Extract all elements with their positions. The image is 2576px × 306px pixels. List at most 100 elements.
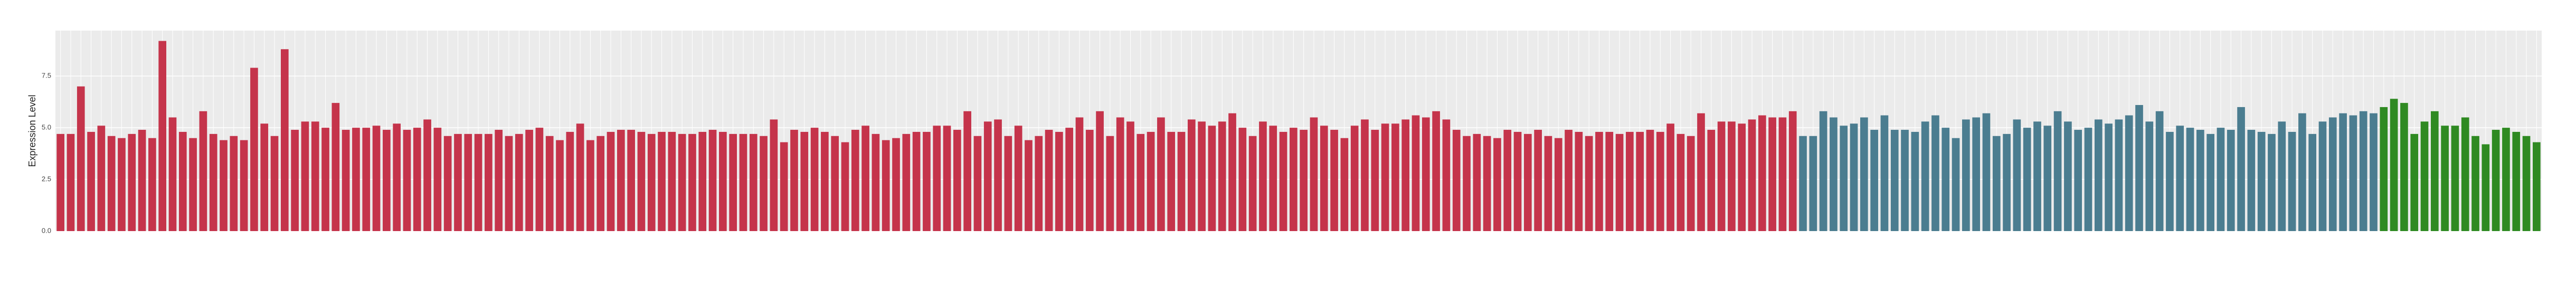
bar: [1340, 138, 1349, 231]
bar: [1758, 115, 1766, 231]
bar: [2257, 131, 2266, 231]
bar: [1544, 136, 1552, 231]
bar: [2420, 121, 2429, 231]
bar: [902, 133, 911, 231]
bar: [1218, 121, 1226, 231]
bar: [810, 128, 819, 231]
bar: [2288, 131, 2296, 231]
bar: [2380, 107, 2388, 231]
bar: [678, 133, 686, 231]
bar: [861, 126, 869, 231]
y-tick-label: 7.5: [42, 72, 51, 80]
bar: [1982, 113, 1991, 231]
bar: [1626, 131, 1634, 231]
bar: [454, 133, 462, 231]
bar: [1198, 121, 1206, 231]
bar: [627, 130, 635, 231]
bar: [1157, 117, 1165, 231]
bar: [1595, 131, 1603, 231]
bar: [1126, 121, 1134, 231]
bar: [2247, 130, 2256, 231]
bar: [332, 103, 340, 231]
bar: [97, 126, 106, 231]
bar: [780, 142, 788, 231]
bar: [1799, 136, 1807, 231]
bar: [1432, 111, 1440, 231]
bar: [2043, 126, 2052, 231]
bar: [596, 136, 605, 231]
bar: [199, 111, 207, 231]
bar: [912, 131, 921, 231]
bar: [1870, 130, 1878, 231]
bar: [923, 131, 931, 231]
bar: [56, 133, 64, 231]
bar: [1931, 115, 1939, 231]
bar: [2268, 133, 2276, 231]
bar: [362, 128, 371, 231]
bar: [1106, 136, 1114, 231]
bar: [1473, 133, 1481, 231]
bar: [1065, 128, 1074, 231]
bar: [2145, 121, 2154, 231]
bar: [698, 131, 707, 231]
bar: [2533, 142, 2541, 231]
bar: [1534, 130, 1542, 231]
bar: [2196, 130, 2204, 231]
bar: [851, 130, 859, 231]
bar: [994, 119, 1002, 231]
bar: [342, 130, 350, 231]
bar: [566, 131, 574, 231]
bar: [2064, 121, 2072, 231]
bar: [882, 140, 890, 231]
bar: [1615, 133, 1624, 231]
y-tick-label: 5.0: [42, 123, 51, 131]
bar: [107, 136, 116, 231]
bar: [1717, 121, 1726, 231]
bar: [270, 136, 279, 231]
bar: [2013, 119, 2021, 231]
bar: [240, 140, 248, 231]
bar: [760, 136, 768, 231]
bar: [209, 133, 217, 231]
bar: [770, 119, 778, 231]
bar: [1840, 126, 1848, 231]
bar: [831, 136, 839, 231]
bar: [1962, 119, 1970, 231]
bar: [658, 131, 666, 231]
bar: [2298, 113, 2306, 231]
bar: [1819, 111, 1827, 231]
bar: [535, 128, 544, 231]
bar: [1890, 130, 1899, 231]
bar: [1901, 130, 1909, 231]
bar: [1147, 131, 1155, 231]
bar: [128, 133, 136, 231]
bar: [321, 128, 329, 231]
bar: [1452, 130, 1461, 231]
bar: [1992, 136, 2001, 231]
bar: [2502, 128, 2510, 231]
bar: [1952, 138, 1960, 231]
bar: [2349, 115, 2357, 231]
bar: [2339, 113, 2347, 231]
bar: [2482, 144, 2490, 231]
bar: [586, 140, 594, 231]
bar: [556, 140, 564, 231]
bar: [2237, 107, 2245, 231]
bar: [790, 130, 798, 231]
bar: [1208, 126, 1216, 231]
bar: [2217, 128, 2225, 231]
bar: [545, 136, 554, 231]
bar: [443, 136, 452, 231]
bar: [1707, 130, 1716, 231]
bar: [383, 130, 391, 231]
bar: [1738, 123, 1746, 231]
bar: [1259, 121, 1267, 231]
bar: [2166, 131, 2174, 231]
bar: [1513, 131, 1522, 231]
bar: [2308, 133, 2317, 231]
bar: [1830, 117, 1838, 231]
bar: [1371, 130, 1379, 231]
bar: [2359, 111, 2367, 231]
bar: [1228, 113, 1236, 231]
